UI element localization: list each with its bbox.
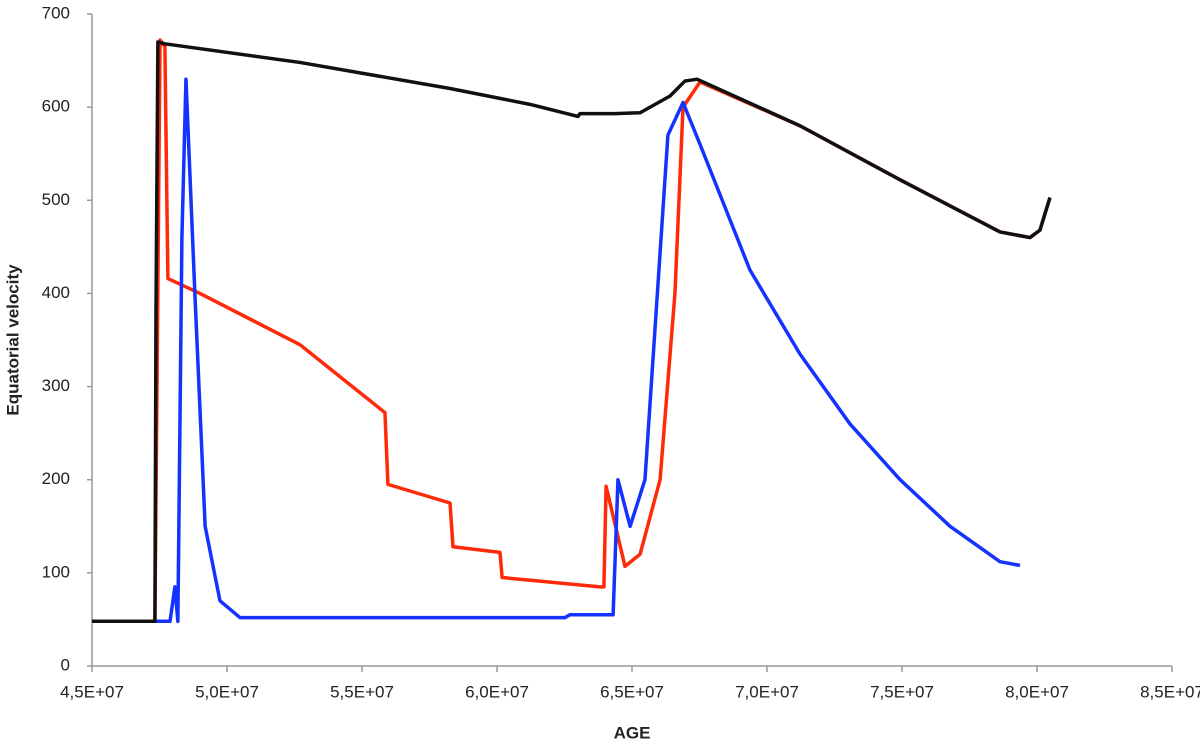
x-tick-label: 8,5E+07 — [1140, 682, 1200, 701]
x-tick-label: 5,0E+07 — [195, 682, 259, 701]
series-line — [92, 38, 1052, 624]
y-tick-label: 0 — [61, 655, 70, 674]
y-tick-label: 300 — [42, 376, 70, 395]
series-line — [92, 40, 1052, 624]
y-tick-label: 500 — [42, 190, 70, 209]
x-tick-label: 4,5E+07 — [60, 682, 124, 701]
x-tick-label: 7,0E+07 — [735, 682, 799, 701]
y-axis-title: Equatorial velocity — [3, 264, 22, 416]
y-tick-label: 600 — [42, 97, 70, 116]
x-tick-label: 6,5E+07 — [600, 682, 664, 701]
y-tick-label: 400 — [42, 283, 70, 302]
x-tick-label: 5,5E+07 — [330, 682, 394, 701]
y-tick-label: 200 — [42, 469, 70, 488]
x-tick-label: 7,5E+07 — [870, 682, 934, 701]
series-line — [92, 77, 1021, 624]
x-tick-label: 8,0E+07 — [1005, 682, 1069, 701]
x-tick-label: 6,0E+07 — [465, 682, 529, 701]
y-tick-label: 100 — [42, 562, 70, 581]
y-tick-label: 700 — [42, 3, 70, 22]
x-axis-title: AGE — [614, 723, 651, 742]
